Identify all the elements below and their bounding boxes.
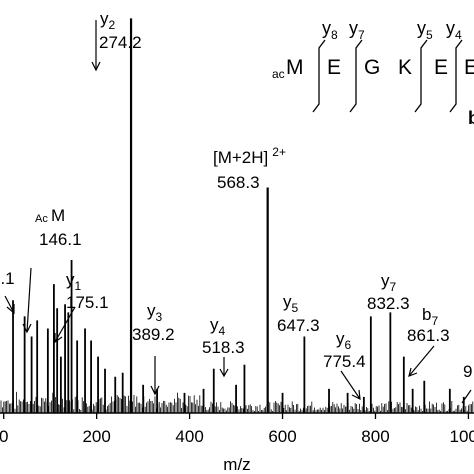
peak-label-y7: y7 832.3 xyxy=(367,271,410,313)
svg-text:Ac: Ac xyxy=(35,213,48,225)
peak-label-left-edge: 9.1 xyxy=(0,269,15,288)
svg-text:G: G xyxy=(364,56,380,79)
x-tick-label: 0 xyxy=(0,427,8,446)
svg-text:M: M xyxy=(51,206,65,225)
svg-text:M: M xyxy=(286,56,304,79)
svg-text:E: E xyxy=(464,56,474,79)
x-axis-label: m/z xyxy=(223,455,250,474)
x-axis-ticks: 0 200 400 600 800 1000 xyxy=(0,413,474,446)
svg-text:b7: b7 xyxy=(422,305,438,328)
x-tick-label: 200 xyxy=(82,427,110,446)
peak-label-y1: y1 175.1 xyxy=(66,270,109,312)
svg-text:y5: y5 xyxy=(283,292,299,315)
svg-text:y8: y8 xyxy=(322,18,338,42)
x-tick-label: 1000 xyxy=(450,427,474,446)
svg-text:[M+2H]2+: [M+2H] 2+ xyxy=(213,145,286,167)
peak-label-y2: y2 274.2 xyxy=(99,9,142,52)
svg-text:775.4: 775.4 xyxy=(323,352,366,371)
annotation-arrows xyxy=(4,20,472,404)
sequence-inset: ac M E G K E E y8 y7 y5 y4 b xyxy=(272,18,474,128)
peak-label-precursor: [M+2H] 2+ 568.3 xyxy=(213,145,286,192)
svg-text:y5: y5 xyxy=(417,18,433,42)
x-tick-label: 800 xyxy=(361,427,389,446)
svg-text:y4: y4 xyxy=(210,315,226,338)
svg-text:y6: y6 xyxy=(336,329,352,352)
svg-text:861.3: 861.3 xyxy=(407,326,450,345)
peak-label-right-edge: 9 xyxy=(463,362,472,381)
svg-text:ac: ac xyxy=(272,67,285,81)
svg-text:E: E xyxy=(327,56,341,79)
svg-text:y7: y7 xyxy=(381,271,397,294)
peak-label-y4: y4 518.3 xyxy=(202,315,245,357)
svg-text:274.2: 274.2 xyxy=(99,33,142,52)
peak-label-y3: y3 389.2 xyxy=(132,301,175,344)
x-tick-label: 600 xyxy=(268,427,296,446)
svg-text:E: E xyxy=(434,56,448,79)
svg-text:y3: y3 xyxy=(147,301,163,324)
svg-text:832.3: 832.3 xyxy=(367,294,410,313)
svg-text:y4: y4 xyxy=(446,18,462,42)
svg-text:175.1: 175.1 xyxy=(66,293,109,312)
svg-text:518.3: 518.3 xyxy=(202,338,245,357)
peak-label-y6: y6 775.4 xyxy=(323,329,366,371)
svg-text:y7: y7 xyxy=(349,18,365,42)
svg-text:y2: y2 xyxy=(100,9,116,32)
svg-text:568.3: 568.3 xyxy=(217,173,260,192)
peak-series xyxy=(12,18,465,413)
svg-text:b: b xyxy=(468,108,474,128)
svg-text:K: K xyxy=(398,56,412,79)
svg-text:146.1: 146.1 xyxy=(39,230,82,249)
svg-text:389.2: 389.2 xyxy=(132,325,175,344)
peak-label-b7: b7 861.3 xyxy=(407,305,450,345)
svg-text:y1: y1 xyxy=(66,270,82,293)
peak-label-acm: Ac M 146.1 xyxy=(35,206,82,249)
svg-text:647.3: 647.3 xyxy=(277,316,320,335)
x-tick-label: 400 xyxy=(175,427,203,446)
peak-label-y5: y5 647.3 xyxy=(277,292,320,335)
